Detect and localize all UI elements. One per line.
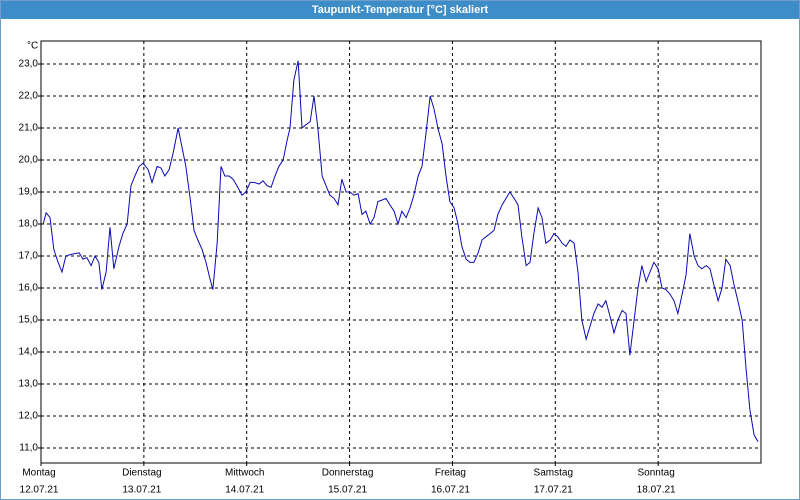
- y-tick-label: 14,0: [19, 347, 39, 358]
- y-unit: °C: [27, 41, 38, 52]
- x-tick-date: 12.07.21: [20, 485, 59, 496]
- y-tick-label: 17,0: [19, 251, 39, 262]
- y-tick-label: 12,0: [19, 411, 39, 422]
- y-tick-label: 19,0: [19, 187, 39, 198]
- x-tick-date: 17.07.21: [534, 485, 573, 496]
- x-tick-date: 18.07.21: [637, 485, 676, 496]
- y-tick-label: 23,0: [19, 59, 39, 70]
- x-tick-date: 15.07.21: [328, 485, 367, 496]
- plot-frame: [40, 40, 762, 464]
- x-tick-date: 13.07.21: [122, 485, 161, 496]
- x-tick-date: 16.07.21: [431, 485, 470, 496]
- x-tick-label: Montag: [22, 468, 55, 479]
- y-tick-label: 15,0: [19, 315, 39, 326]
- x-tick-label: Freitag: [435, 468, 466, 479]
- x-tick-label: Mittwoch: [225, 468, 264, 479]
- chart: °C 11,0 12,0 13,0 14,0 15,0 16,0 17,0 18,0 19,0 2…: [19, 40, 762, 496]
- x-tick-date: 14.07.21: [225, 485, 264, 496]
- x-tick-label: Sonntag: [638, 468, 675, 479]
- y-tick-label: 13,0: [19, 379, 39, 390]
- x-tick-label: Dienstag: [122, 468, 161, 479]
- y-tick-label: 11,0: [19, 443, 38, 454]
- data-line: [42, 60, 759, 442]
- y-tick-label: 22,0: [19, 91, 39, 102]
- y-tick-label: 18,0: [19, 219, 39, 230]
- y-tick-label: 21,0: [19, 123, 39, 134]
- y-tick-label: 16,0: [19, 283, 39, 294]
- x-tick-label: Donnerstag: [322, 468, 374, 479]
- y-tick-label: 20,0: [19, 155, 39, 166]
- title-bar: Taupunkt-Temperatur [°C] skaliert: [1, 1, 799, 19]
- x-tick-label: Samstag: [534, 468, 573, 479]
